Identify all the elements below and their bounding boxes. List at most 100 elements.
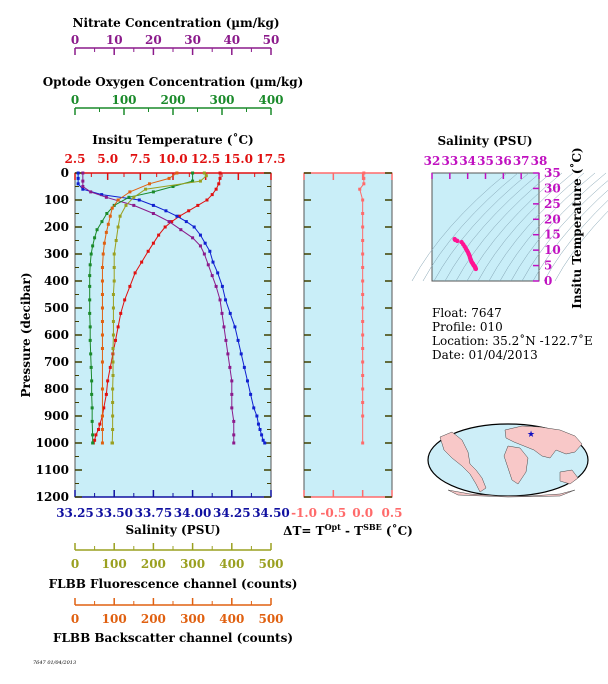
deltat-panel-axes: -1.0 -0.5 0.0 0.5 <box>291 172 403 520</box>
backscatter-axis-tick-label: 0 <box>71 612 79 626</box>
deltat-point <box>362 176 366 180</box>
backscatter-axis-tick-label: 200 <box>141 612 166 626</box>
ts-temperature-tick-label: 5 <box>544 259 552 273</box>
fluorescence-axis-tick-label: 500 <box>258 557 283 571</box>
float-location-marker: ★ <box>527 430 535 440</box>
map-land-antarctica <box>447 489 576 498</box>
oxygen-profile-point <box>88 298 92 302</box>
fluorescence-axis: 0 100 200 300 400 500 <box>71 543 284 571</box>
map-land-africa <box>503 445 529 485</box>
backscatter-axis-tick-label: 300 <box>180 612 205 626</box>
info-date: Date: 01/04/2013 <box>432 348 538 362</box>
temperature-profile-point <box>210 193 214 197</box>
pressure-tick-label: 1100 <box>36 463 69 477</box>
temperature-profile-point <box>151 241 155 245</box>
salinity-profile-point <box>228 311 232 315</box>
fluorescence-profile-point <box>110 441 114 445</box>
salinity-profile-point <box>175 214 179 218</box>
salinity-profile-point <box>255 414 259 418</box>
salinity-tick-label: 33.25 <box>56 506 94 520</box>
ts-salinity-tick-label: 32 <box>424 154 441 168</box>
salinity-profile-point <box>81 187 85 191</box>
temperature-profile-point <box>108 365 112 369</box>
deltat-axis-label: ΔT= TOpt - TSBE (˚C) <box>283 522 413 538</box>
map-land-australia <box>559 469 579 485</box>
pressure-tick-label: 600 <box>44 328 69 342</box>
fluorescence-profile-point <box>111 387 115 391</box>
deltat-point <box>362 171 366 175</box>
deltat-line <box>359 173 365 443</box>
salinity-profile-point <box>76 176 80 180</box>
ts-temperature-tick-label: 25 <box>544 197 561 211</box>
ts-temperature-tick-label: 10 <box>544 243 561 257</box>
fluorescence-profile-point <box>111 374 115 377</box>
fluorescence-axis-label: FLBB Fluorescence channel (counts) <box>49 577 298 591</box>
temperature-profile-point <box>157 233 161 237</box>
map-land-americas <box>439 431 487 493</box>
backscatter-profile-point <box>100 360 104 364</box>
salinity-profile-point <box>216 271 220 275</box>
oxygen-profile-point <box>89 352 93 356</box>
ts-salinity-tick-label: 35 <box>477 154 494 168</box>
salinity-profile-point <box>249 392 253 396</box>
ts-density-contour <box>488 172 585 282</box>
deltat-point <box>361 212 365 215</box>
ts-density-contour <box>510 172 607 282</box>
footer-text: 7647 01/04/2013 <box>33 660 76 666</box>
oxygen-profile-point <box>90 406 94 410</box>
deltat-tick-label: 0.5 <box>382 506 403 520</box>
nitrate-profile-point <box>232 419 236 423</box>
ts-density-contour <box>477 172 574 282</box>
salinity-profile-point <box>236 338 240 342</box>
profile-panel-series <box>76 171 267 445</box>
nitrate-profile-point <box>81 179 85 183</box>
fluorescence-profile-point <box>111 401 115 404</box>
backscatter-profile-point <box>106 222 110 226</box>
oxygen-profile-point <box>90 392 94 396</box>
deltat-label-main: ΔT= T <box>283 524 324 538</box>
temperature-profile-point <box>170 220 174 224</box>
salinity-profile-point <box>245 379 249 383</box>
temperature-profile-point <box>119 311 123 315</box>
fluorescence-profile-point <box>112 279 116 283</box>
backscatter-profile-point <box>100 333 104 337</box>
fluorescence-profile-point <box>132 195 136 199</box>
backscatter-axis-label: FLBB Backscatter channel (counts) <box>53 631 293 645</box>
backscatter-profile-point <box>100 306 104 310</box>
salinity-profile-point <box>192 225 196 229</box>
deltat-point <box>361 239 365 242</box>
pressure-tick-label: 1000 <box>36 436 69 450</box>
salinity-profile-point <box>263 441 267 445</box>
fluorescence-axis-tick-label: 400 <box>219 557 244 571</box>
deltat-point <box>362 182 366 186</box>
oxygen-profile-point <box>91 441 95 445</box>
oxygen-profile-point <box>90 419 94 423</box>
nitrate-axis-label: Nitrate Concentration (µm/kg) <box>72 16 279 30</box>
deltat-point <box>361 441 365 445</box>
info-float: Float: 7647 <box>432 306 502 320</box>
pressure-tick-label: 500 <box>44 301 69 315</box>
salinity-profile-point <box>76 182 80 186</box>
pressure-tick-label: 800 <box>44 382 69 396</box>
ts-salinity-tick-label: 33 <box>441 154 458 168</box>
oxygen-profile-point <box>91 433 95 437</box>
fluorescence-profile-point <box>111 293 115 296</box>
nitrate-profile-point <box>132 203 136 207</box>
backscatter-profile-point <box>175 171 179 175</box>
pressure-axis-label: Pressure (decibar) <box>19 272 33 397</box>
pressure-tick-label: 1200 <box>36 490 69 504</box>
nitrate-profile-point <box>218 298 222 302</box>
deltat-point <box>361 306 365 310</box>
fluorescence-profile-point <box>198 179 202 183</box>
ts-salinity-tick-label: 37 <box>513 154 530 168</box>
ts-density-contour <box>422 172 519 282</box>
ts-density-contours <box>411 172 608 282</box>
temperature-profile-point <box>116 325 120 329</box>
temperature-profile-point <box>163 225 167 229</box>
salinity-tick-label: 34.25 <box>213 506 251 520</box>
salinity-axis-label: Salinity (PSU) <box>125 523 220 537</box>
deltat-point <box>361 252 365 256</box>
deltat-point <box>361 401 365 404</box>
salinity-profile-point <box>203 241 207 245</box>
ts-panel-series <box>452 236 479 272</box>
